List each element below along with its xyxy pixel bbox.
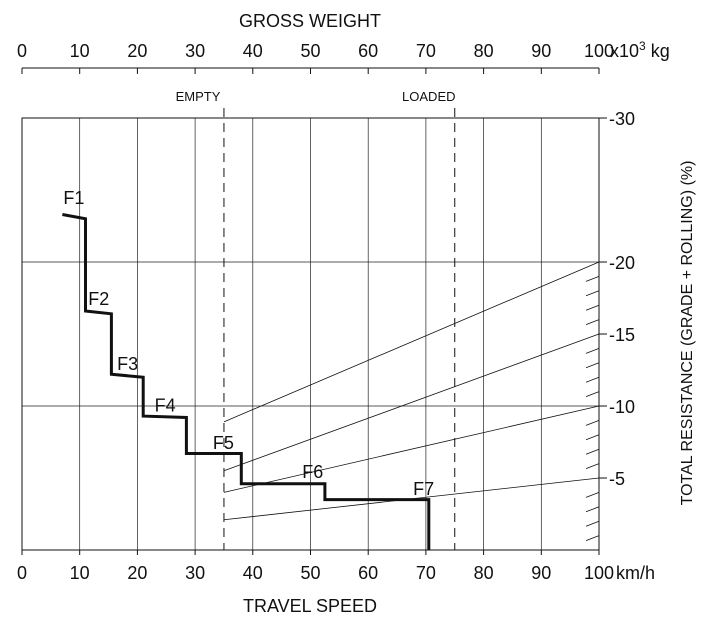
top-axis-tick-label: 40: [243, 41, 263, 61]
gear-labels: F1 F2 F3 F4 F5 F6 F7: [63, 188, 434, 499]
reference-lines: EMPTY LOADED: [176, 89, 456, 550]
y-minor-tick: [585, 376, 600, 383]
rimpull-curve: [62, 213, 431, 550]
x-tick-label: 30: [185, 563, 205, 583]
y-minor-tick: [585, 434, 600, 441]
gear-label-f2: F2: [88, 289, 109, 309]
y-minor-tick: [585, 319, 600, 325]
y-minor-tick: [585, 290, 600, 297]
reference-label-loaded: LOADED: [402, 89, 455, 104]
resistance-line: [223, 333, 600, 472]
top-axis-tick-label: 20: [127, 41, 147, 61]
y-minor-tick: [585, 520, 600, 527]
bottom-x-axis: 0 10 20 30 40 50 60 70 80 90 100: [17, 550, 614, 583]
y-minor-tick: [585, 492, 600, 498]
top-axis-tick-label: 70: [416, 41, 436, 61]
gear-label-f5: F5: [213, 433, 234, 453]
y-tick-label: -20: [609, 253, 635, 273]
x-tick-label: 100: [584, 563, 614, 583]
y-minor-tick: [585, 535, 600, 541]
rimpull-curve-line: [62, 213, 431, 550]
y-minor-tick: [585, 348, 600, 354]
x-tick-label: 90: [531, 563, 551, 583]
y-tick-label: -10: [609, 397, 635, 417]
top-axis-tick-label: 80: [474, 41, 494, 61]
y-minor-tick: [585, 304, 600, 311]
gear-label-f1: F1: [63, 188, 84, 208]
y-minor-tick: [585, 506, 600, 513]
y-tick-label: -30: [609, 109, 635, 129]
resistance-line: [223, 261, 600, 423]
gear-label-f7: F7: [413, 479, 434, 499]
y-axis-title: TOTAL RESISTANCE (GRADE + ROLLING) (%): [679, 161, 696, 506]
gear-label-f4: F4: [155, 396, 176, 416]
x-tick-label: 50: [300, 563, 320, 583]
y-minor-tick: [585, 420, 600, 426]
top-axis-tick-label: 90: [531, 41, 551, 61]
x-tick-label: 60: [358, 563, 378, 583]
x-tick-label: 40: [243, 563, 263, 583]
top-axis-tick-label: 50: [300, 41, 320, 61]
x-tick-label: 20: [127, 563, 147, 583]
top-axis-tick-label: 100: [584, 41, 614, 61]
x-tick-label: 10: [70, 563, 90, 583]
top-axis-tick-label: 10: [70, 41, 90, 61]
top-axis-tick-label: 0: [17, 41, 27, 61]
x-tick-label: 70: [416, 563, 436, 583]
x-axis-title: TRAVEL SPEED: [243, 596, 377, 616]
y-minor-tick: [585, 448, 600, 455]
resistance-lines: [223, 261, 600, 521]
grid: [22, 118, 599, 550]
right-y-axis: -30 -20 -15 -10 -5: [585, 109, 635, 541]
y-tick-label: -5: [609, 469, 625, 489]
reference-label-empty: EMPTY: [176, 89, 221, 104]
x-axis-unit: km/h: [616, 563, 655, 583]
x-tick-label: 0: [17, 563, 27, 583]
x-tick-label: 80: [474, 563, 494, 583]
y-minor-tick: [585, 391, 600, 397]
resistance-line: [223, 405, 600, 493]
y-tick-label: -15: [609, 325, 635, 345]
top-axis-unit: x103 kg: [610, 39, 670, 61]
top-axis-tick-label: 60: [358, 41, 378, 61]
top-axis-tick-label: 30: [185, 41, 205, 61]
gear-label-f6: F6: [302, 462, 323, 482]
top-axis: 0 10 20 30 40 50 60 70 80 90 100: [17, 41, 614, 74]
top-axis-title: GROSS WEIGHT: [239, 11, 381, 31]
gear-label-f3: F3: [117, 354, 138, 374]
y-minor-tick: [585, 463, 600, 469]
y-minor-tick: [585, 362, 600, 369]
y-minor-tick: [585, 276, 600, 282]
